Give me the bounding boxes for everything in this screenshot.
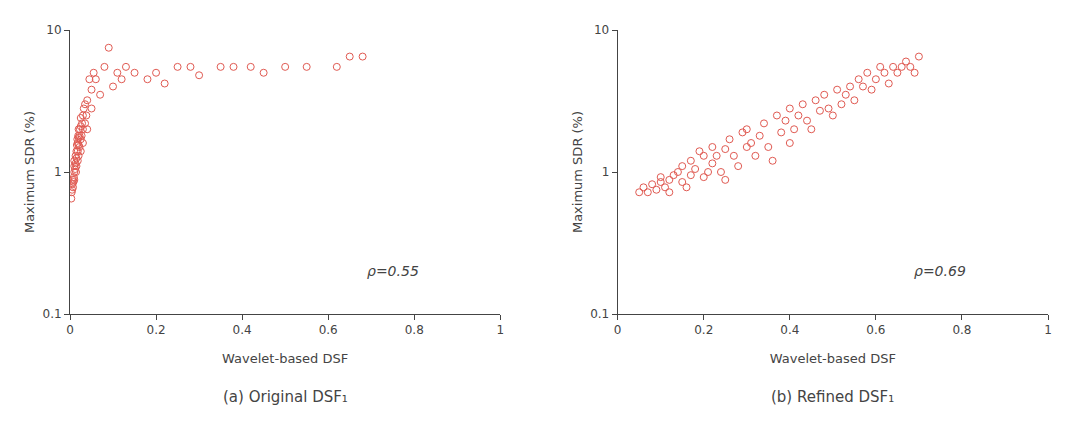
svg-text:10: 10 [594, 23, 609, 37]
svg-text:ρ=0.69: ρ=0.69 [914, 263, 966, 279]
svg-text:0.2: 0.2 [694, 323, 713, 337]
svg-text:0.1: 0.1 [43, 307, 62, 321]
svg-text:(b) Refined DSF₁: (b) Refined DSF₁ [771, 388, 894, 406]
svg-text:0.4: 0.4 [780, 323, 799, 337]
svg-text:0.8: 0.8 [952, 323, 971, 337]
svg-text:0.6: 0.6 [319, 323, 338, 337]
svg-text:0.4: 0.4 [233, 323, 252, 337]
svg-text:Wavelet-based DSF: Wavelet-based DSF [222, 351, 348, 366]
svg-text:0.8: 0.8 [405, 323, 424, 337]
svg-text:Maximum SDR (%): Maximum SDR (%) [22, 111, 37, 233]
svg-text:0: 0 [614, 323, 622, 337]
svg-text:ρ=0.55: ρ=0.55 [367, 263, 419, 279]
svg-text:Wavelet-based DSF: Wavelet-based DSF [770, 351, 896, 366]
svg-text:0: 0 [66, 323, 74, 337]
svg-text:(a) Original DSF₁: (a) Original DSF₁ [223, 388, 348, 406]
svg-text:Maximum SDR (%): Maximum SDR (%) [570, 111, 585, 233]
svg-text:0.1: 0.1 [590, 307, 609, 321]
svg-text:10: 10 [46, 23, 61, 37]
svg-text:0.6: 0.6 [866, 323, 885, 337]
svg-text:1: 1 [54, 165, 62, 179]
svg-text:1: 1 [1044, 323, 1052, 337]
svg-text:1: 1 [602, 165, 610, 179]
svg-text:0.2: 0.2 [147, 323, 166, 337]
svg-text:1: 1 [496, 323, 504, 337]
